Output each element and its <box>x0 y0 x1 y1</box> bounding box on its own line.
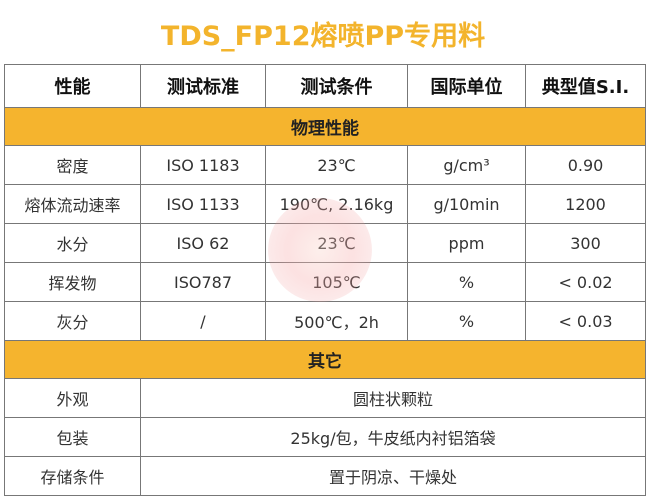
table-row: 密度 ISO 1183 23℃ g/cm³ 0.90 <box>4 145 646 185</box>
table-cell: 水分 <box>4 223 141 263</box>
table-cell: 圆柱状颗粒 <box>140 378 646 418</box>
table-cell: % <box>407 262 526 302</box>
table-row: 包装 25kg/包，牛皮纸内衬铝箔袋 <box>4 417 646 457</box>
table-cell: ISO 1183 <box>140 145 266 185</box>
table-cell: ISO787 <box>140 262 266 302</box>
table-row: 熔体流动速率 ISO 1133 190℃, 2.16kg g/10min 1200 <box>4 184 646 224</box>
table-cell: 外观 <box>4 378 141 418</box>
table-cell: ppm <box>407 223 526 263</box>
table-cell: 0.90 <box>525 145 646 185</box>
table-cell: 包装 <box>4 417 141 457</box>
table-cell: 灰分 <box>4 301 141 341</box>
table-cell: < 0.03 <box>525 301 646 341</box>
table-cell: < 0.02 <box>525 262 646 302</box>
table-row: 灰分/500℃，2h% < 0.03 <box>4 301 646 341</box>
table-cell: 存储条件 <box>4 456 141 496</box>
section-header-row: 物理性能 <box>4 107 646 146</box>
table-cell: ISO 1133 <box>140 184 266 224</box>
header-cell: 国际单位 <box>407 64 526 108</box>
table-cell: 500℃，2h <box>265 301 408 341</box>
table-row: 水分 ISO 62 23℃ ppm 300 <box>4 223 646 263</box>
header-cell: 性能 <box>4 64 141 108</box>
table-cell: 挥发物 <box>4 262 141 302</box>
table-cell: ISO 62 <box>140 223 266 263</box>
table-cell: / <box>140 301 266 341</box>
table-cell: 105℃ <box>265 262 408 302</box>
header-cell: 典型值S.I. <box>525 64 646 108</box>
header-cell: 测试条件 <box>265 64 408 108</box>
header-row: 性能 测试标准 测试条件 国际单位 典型值S.I. <box>4 64 646 108</box>
table-cell: 300 <box>525 223 646 263</box>
table-row: 存储条件 置于阴凉、干燥处 <box>4 456 646 496</box>
table-cell: g/cm³ <box>407 145 526 185</box>
table-cell: 25kg/包，牛皮纸内衬铝箔袋 <box>140 417 646 457</box>
section-title: 其它 <box>4 340 646 379</box>
spec-table: 性能 测试标准 测试条件 国际单位 典型值S.I. 物理性能 密度 ISO 1183… <box>4 64 646 496</box>
table-row: 挥发物 ISO787 105℃% < 0.02 <box>4 262 646 302</box>
section-header-row: 其它 <box>4 340 646 379</box>
document-title: TDS_FP12熔喷PP专用料 <box>160 21 486 52</box>
table-cell: 密度 <box>4 145 141 185</box>
table-cell: 置于阴凉、干燥处 <box>140 456 646 496</box>
table-cell: % <box>407 301 526 341</box>
table-cell: 熔体流动速率 <box>4 184 141 224</box>
table-cell: 23℃ <box>265 223 408 263</box>
section-title: 物理性能 <box>4 107 646 146</box>
header-cell: 测试标准 <box>140 64 266 108</box>
table-cell: 190℃, 2.16kg <box>265 184 408 224</box>
table-cell: 1200 <box>525 184 646 224</box>
table-row: 外观 圆柱状颗粒 <box>4 378 646 418</box>
table-cell: g/10min <box>407 184 526 224</box>
table-cell: 23℃ <box>265 145 408 185</box>
